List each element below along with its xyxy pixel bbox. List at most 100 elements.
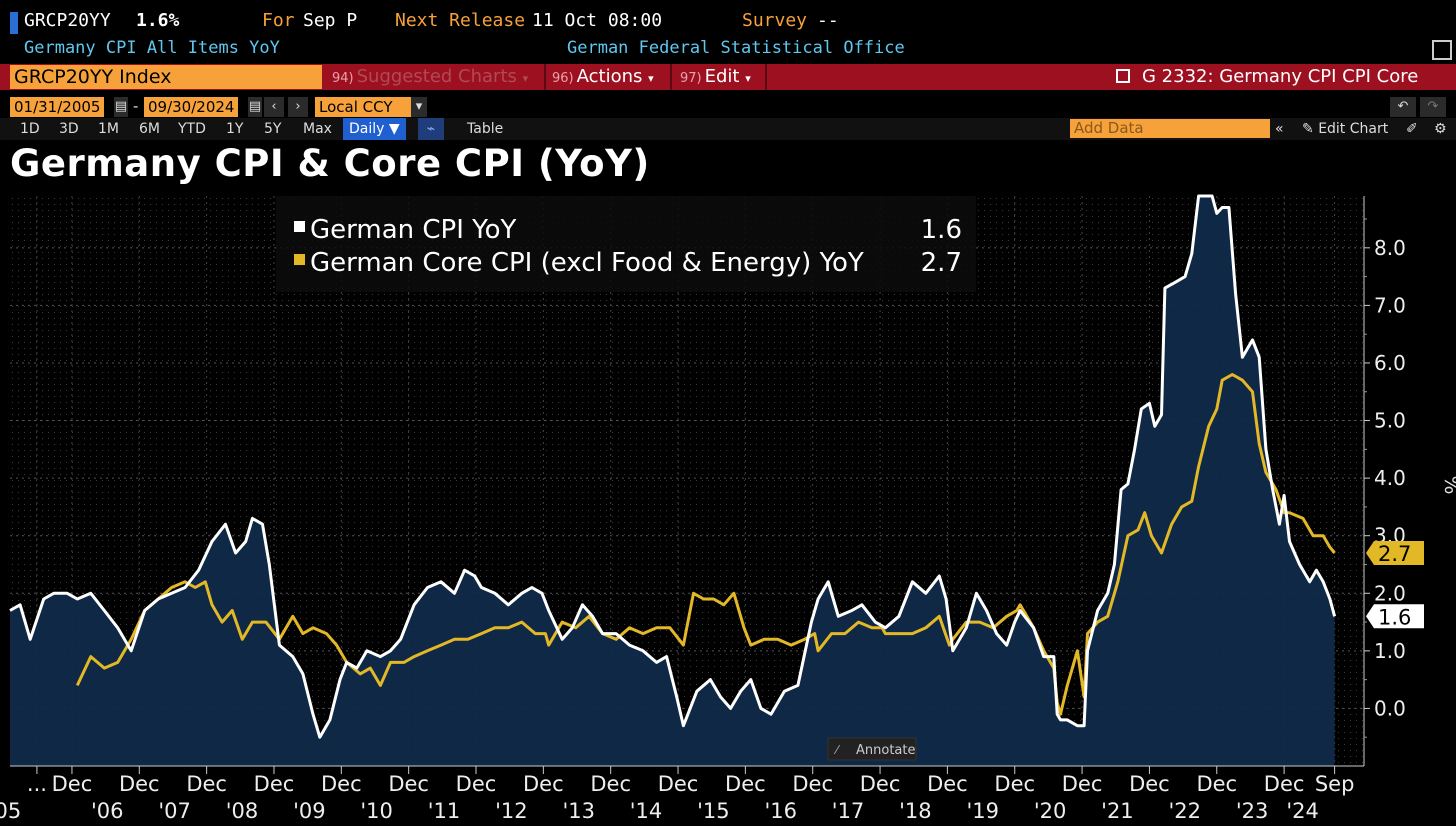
- x-tick-year: '12: [495, 799, 528, 823]
- start-date-input[interactable]: 01/31/2005: [10, 97, 105, 117]
- x-tick-year: '23: [1236, 799, 1269, 823]
- currency-select[interactable]: Local CCY: [315, 97, 411, 117]
- legend-core-value: 2.7: [921, 248, 962, 278]
- range-1m[interactable]: 1M: [98, 121, 119, 137]
- divider: [544, 64, 546, 90]
- next-arrow-icon[interactable]: ›: [288, 97, 308, 117]
- chevron-down-icon[interactable]: ▾: [411, 97, 427, 117]
- chart-reference-link[interactable]: G 2332: Germany CPI CPI Core: [1116, 65, 1418, 89]
- x-tick-year: '09: [293, 799, 326, 823]
- x-tick-year: '14: [630, 799, 663, 823]
- security-description: Germany CPI All Items YoY: [24, 38, 280, 58]
- x-tick-year: '05: [0, 799, 21, 823]
- x-tick-label: Dec: [52, 772, 93, 796]
- x-tick-label: Dec: [254, 772, 295, 796]
- survey-label: Survey: [742, 10, 808, 31]
- annotate-label: Annotate: [856, 743, 915, 758]
- annotate-button[interactable]: [827, 737, 917, 761]
- external-link-icon: [1116, 69, 1130, 83]
- x-tick-year: '22: [1169, 799, 1202, 823]
- suggested-charts-button[interactable]: 94) Suggested Charts ▾: [332, 65, 528, 89]
- y-tick-label: 6.0: [1374, 351, 1406, 375]
- edit-label: Edit: [704, 66, 740, 87]
- add-data-input[interactable]: Add Data: [1070, 119, 1270, 138]
- ticker[interactable]: GRCP20YY: [24, 10, 111, 31]
- pencil-icon: ✎: [1302, 121, 1314, 137]
- undo-icon[interactable]: ↶: [1390, 97, 1416, 117]
- redo-icon[interactable]: ↷: [1420, 97, 1446, 117]
- edit-button[interactable]: 97) Edit ▾: [680, 65, 751, 89]
- x-tick-label: Dec: [725, 772, 766, 796]
- date-dash: -: [133, 97, 139, 115]
- prev-arrow-icon[interactable]: ‹: [264, 97, 284, 117]
- x-tick-year: '11: [428, 799, 461, 823]
- range-max[interactable]: Max: [303, 121, 332, 137]
- range-3d[interactable]: 3D: [59, 121, 79, 137]
- x-tick-year: '19: [966, 799, 999, 823]
- x-tick-label: Dec: [1062, 772, 1103, 796]
- x-tick-year: '21: [1101, 799, 1134, 823]
- range-5y[interactable]: 5Y: [264, 121, 282, 137]
- y-axis-label: %: [1440, 475, 1456, 494]
- y-tick-label: 8.0: [1374, 236, 1406, 260]
- x-tick-label: ...: [27, 772, 47, 796]
- survey-value: --: [817, 10, 839, 31]
- y-tick-label: 0.0: [1374, 696, 1406, 720]
- security-subheader: Germany CPI All Items YoY German Federal…: [0, 38, 1456, 62]
- x-tick-year: '16: [764, 799, 797, 823]
- frequency-select[interactable]: Daily ▼: [343, 118, 406, 140]
- for-value: Sep P: [303, 10, 358, 31]
- x-tick-label: Dec: [456, 772, 497, 796]
- line-chart-icon[interactable]: ⌁: [418, 118, 444, 140]
- x-tick-label: Dec: [792, 772, 833, 796]
- x-tick-year: '07: [158, 799, 191, 823]
- actions-button[interactable]: 96) Actions ▾: [552, 65, 654, 89]
- x-tick-year: '06: [91, 799, 124, 823]
- end-date-input[interactable]: 09/30/2024: [144, 97, 239, 117]
- x-tick-label: Dec: [388, 772, 429, 796]
- actions-num: 96): [552, 71, 574, 86]
- divider: [670, 64, 672, 90]
- chevron-down-icon: ▾: [745, 72, 751, 85]
- core-cpi-line: [75, 373, 1336, 716]
- cpi-last-tag-bg: [1366, 604, 1424, 629]
- x-tick-label: Dec: [927, 772, 968, 796]
- x-tick-year: '13: [562, 799, 595, 823]
- divider: [765, 64, 767, 90]
- range-1y[interactable]: 1Y: [226, 121, 244, 137]
- command-input[interactable]: GRCP20YY Index: [10, 65, 322, 89]
- x-tick-label: Dec: [1264, 772, 1305, 796]
- edit-chart-button[interactable]: ✎ Edit Chart: [1302, 118, 1388, 140]
- x-tick-label: Dec: [523, 772, 564, 796]
- cpi-last-tag-text: 1.6: [1378, 605, 1411, 629]
- x-tick-year: '15: [697, 799, 730, 823]
- x-tick-label: Sep: [1315, 772, 1355, 796]
- y-tick-label: 1.0: [1374, 639, 1406, 663]
- pencil-icon: ⁄: [833, 743, 841, 757]
- range-6m[interactable]: 6M: [139, 121, 160, 137]
- security-header: GRCP20YY 1.6% For Sep P Next Release 11 …: [0, 10, 1456, 36]
- x-tick-label: Dec: [1196, 772, 1237, 796]
- x-tick-year: '17: [832, 799, 865, 823]
- legend-core-name: German Core CPI (excl Food & Energy) YoY: [310, 248, 864, 278]
- x-tick-label: Dec: [1129, 772, 1170, 796]
- x-tick-label: Dec: [590, 772, 631, 796]
- calendar-icon[interactable]: ▤: [248, 97, 262, 117]
- collapse-icon[interactable]: «: [1275, 121, 1284, 137]
- edit-icon[interactable]: ✐: [1406, 121, 1418, 137]
- gear-icon[interactable]: ⚙: [1434, 121, 1447, 137]
- range-1d[interactable]: 1D: [20, 121, 40, 137]
- x-tick-year: '20: [1034, 799, 1067, 823]
- cpi-line: [9, 194, 1337, 739]
- chevron-down-icon: ▾: [522, 72, 529, 85]
- popout-icon[interactable]: [1432, 40, 1452, 60]
- next-release-label: Next Release: [395, 10, 526, 31]
- range-ytd[interactable]: YTD: [178, 121, 206, 137]
- suggested-num: 94): [332, 71, 354, 86]
- x-tick-label: Dec: [321, 772, 362, 796]
- calendar-icon[interactable]: ▤: [114, 97, 128, 117]
- x-tick-year: '24: [1286, 799, 1319, 823]
- table-button[interactable]: Table: [467, 121, 504, 137]
- core-last-tag-text: 2.7: [1378, 542, 1411, 566]
